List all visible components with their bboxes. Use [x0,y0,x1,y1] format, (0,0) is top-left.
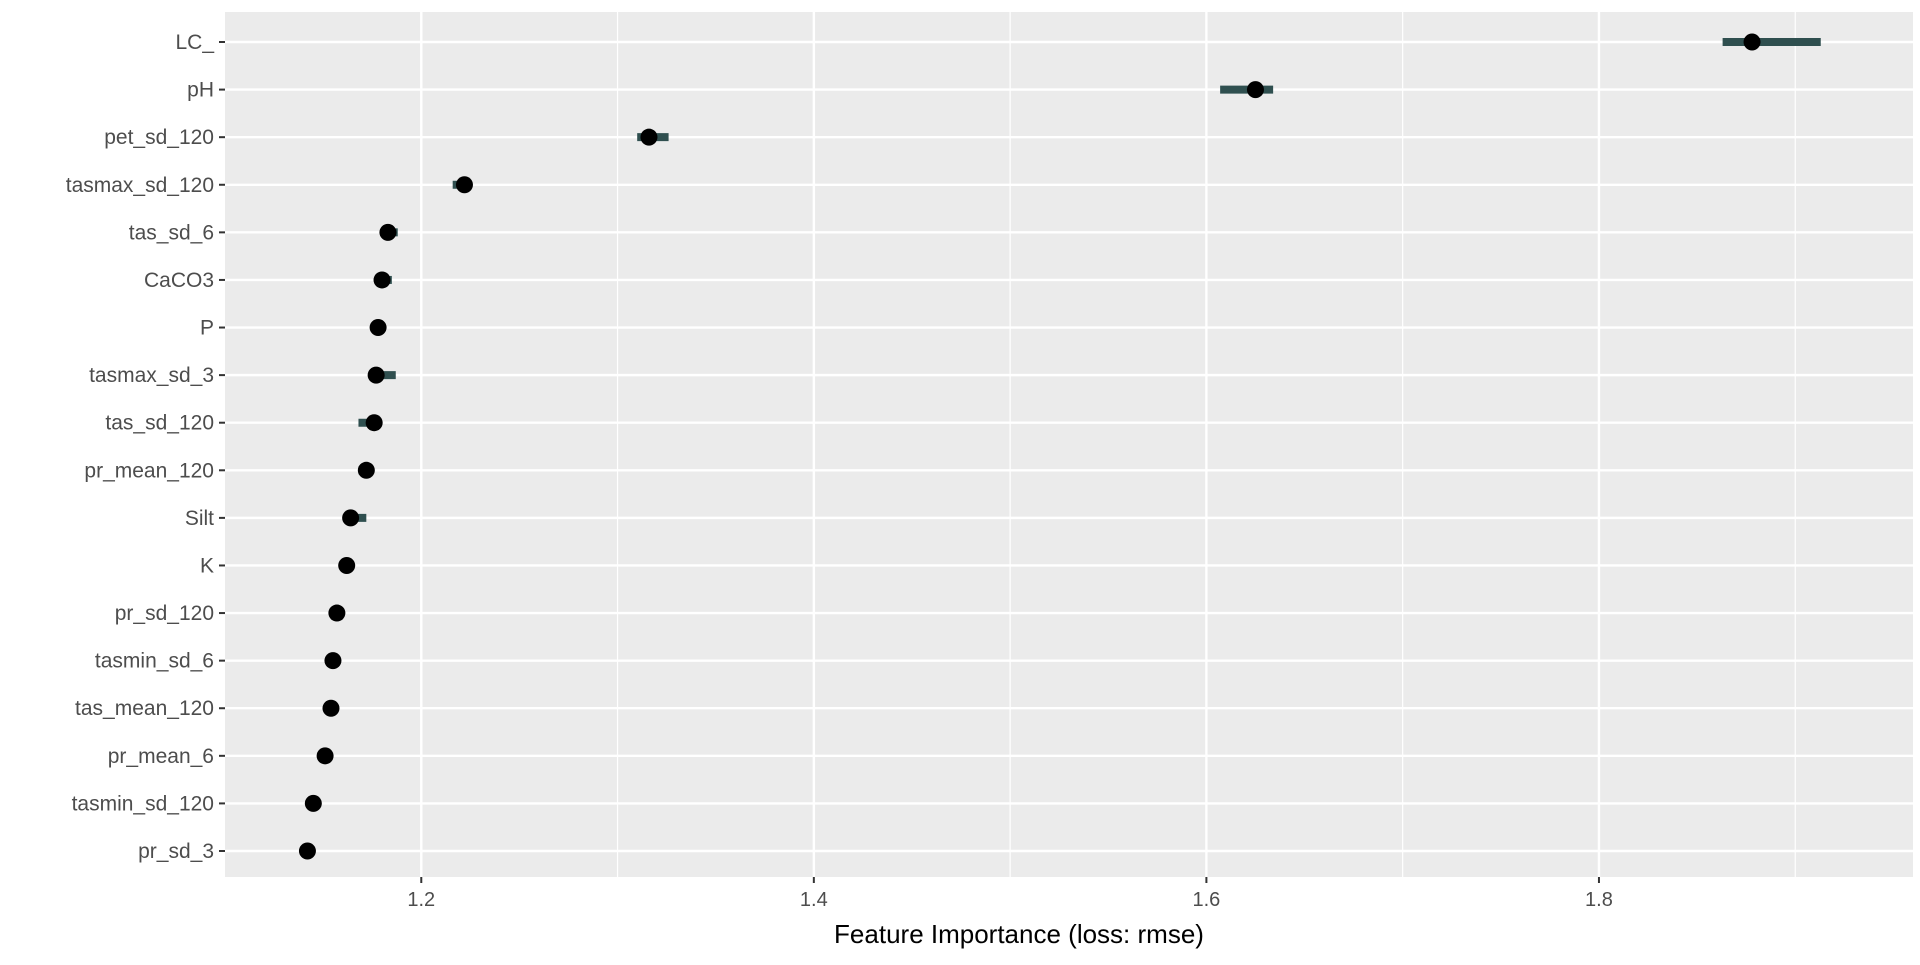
importance-point [304,794,322,812]
importance-point [324,652,342,670]
importance-point [338,556,356,574]
plot-panel [225,12,1913,877]
importance-point [322,699,340,717]
x-tick-label: 1.8 [1585,889,1613,911]
x-tick-label: 1.4 [800,889,828,911]
importance-point [379,223,397,241]
y-tick-label: tasmax_sd_120 [66,174,214,197]
y-tick-label: LC_ [175,31,214,54]
grid-layer [225,12,1913,877]
y-tick-label: pr_mean_6 [108,745,214,768]
importance-point [455,176,473,194]
y-tick-label: tasmin_sd_6 [95,650,214,673]
importance-point [316,747,334,765]
y-tick-label: P [200,317,214,340]
y-tick-label: tasmax_sd_3 [89,364,214,387]
y-tick-label: pr_sd_120 [115,602,214,625]
importance-point [342,509,360,527]
y-tick-label: CaCO3 [144,269,214,292]
importance-point [1743,33,1761,51]
y-tick-label: pH [187,79,214,102]
y-tick-label: pr_mean_120 [84,459,214,482]
x-axis: 1.2 1.4 1.6 1.8 [407,877,1613,911]
importance-point [357,461,375,479]
importance-point [373,271,391,289]
y-tick-label: K [200,554,214,577]
x-tick-label: 1.6 [1192,889,1220,911]
point-layer [298,33,1761,860]
x-axis-title: Feature Importance (loss: rmse) [834,919,1204,949]
importance-point [367,366,385,384]
importance-point [365,414,383,432]
importance-point [640,128,658,146]
y-tick-label: pr_sd_3 [138,840,214,863]
y-tick-label: tasmin_sd_120 [72,792,214,815]
x-tick-label: 1.2 [407,889,435,911]
y-axis: LC_ pH pet_sd_120 tasmax_sd_120 tas_sd_6 CaCO… [66,31,225,863]
y-tick-label: tas_mean_120 [75,697,214,720]
importance-point [328,604,346,622]
y-tick-label: tas_sd_6 [129,221,214,244]
importance-point [1246,81,1264,99]
importance-point [298,842,316,860]
importance-point [369,319,387,337]
y-tick-label: tas_sd_120 [105,412,214,435]
y-tick-label: pet_sd_120 [104,126,214,149]
y-tick-label: Silt [185,507,214,530]
